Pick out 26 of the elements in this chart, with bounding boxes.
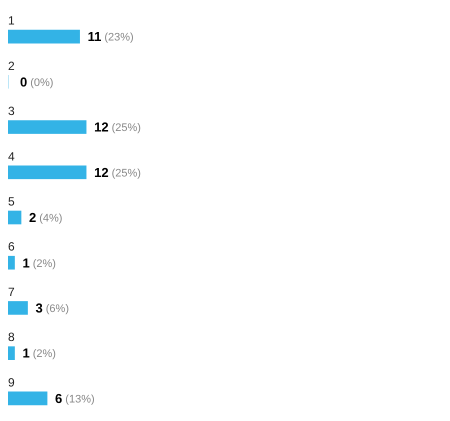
y-tick-label: 8 (8, 330, 15, 344)
data-label: 12 (25%) (94, 164, 141, 180)
bar (8, 256, 15, 270)
bar (8, 301, 28, 315)
data-label: 1 (2%) (22, 255, 56, 270)
data-label: 0 (0%) (20, 74, 54, 90)
bar (8, 120, 86, 134)
data-label: 1 (2%) (22, 346, 56, 361)
y-tick-label: 1 (8, 14, 15, 28)
y-tick-label: 6 (8, 240, 15, 254)
bar (8, 392, 48, 406)
y-tick-label: 9 (8, 375, 15, 390)
data-label: 2 (4%) (29, 210, 62, 226)
data-label: 6 (13%) (55, 390, 95, 406)
data-label: 11 (23%) (88, 29, 134, 44)
bar (8, 210, 22, 224)
bar (8, 346, 15, 360)
data-label: 12 (25%) (94, 120, 141, 135)
bar (8, 165, 86, 180)
data-label: 3 (6%) (36, 300, 69, 316)
y-tick-label: 4 (8, 149, 15, 164)
y-tick-label: 7 (8, 284, 15, 299)
y-tick-label: 3 (8, 104, 15, 118)
bar (8, 30, 80, 44)
y-tick-label: 2 (8, 58, 15, 73)
y-tick-label: 5 (8, 194, 15, 208)
